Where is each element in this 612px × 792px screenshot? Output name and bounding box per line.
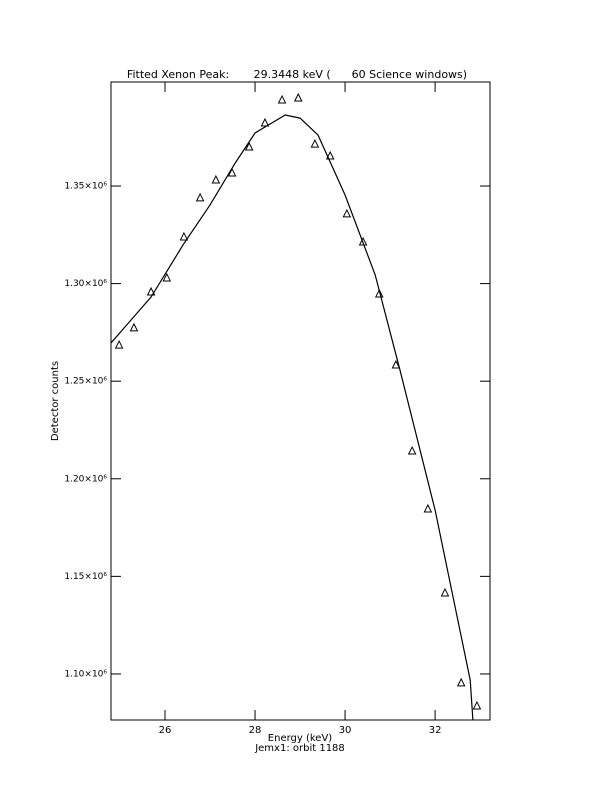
data-point — [244, 141, 254, 151]
data-point — [179, 231, 189, 241]
data-point — [227, 167, 237, 177]
data-point — [342, 208, 352, 218]
data-point — [440, 587, 450, 597]
x-axis-label: Energy (keV) — [268, 733, 333, 744]
data-point — [456, 677, 466, 687]
data-point — [423, 503, 433, 513]
y-tick-label: 1.15×10⁶ — [64, 572, 107, 582]
data-point — [407, 445, 417, 455]
x-tick-label: 28 — [249, 725, 262, 736]
subtitle: Jemx1: orbit 1188 — [254, 743, 345, 754]
data-point — [325, 150, 335, 160]
x-tick-label: 26 — [159, 725, 172, 736]
data-point — [260, 117, 270, 127]
data-point — [211, 174, 221, 184]
y-tick-label: 1.35×10⁶ — [64, 182, 107, 192]
plot-frame — [110, 81, 491, 721]
y-axis-label: Detector counts — [50, 361, 61, 441]
data-point — [146, 286, 156, 296]
data-point — [114, 339, 124, 349]
data-point — [391, 359, 401, 369]
chart-title: Fitted Xenon Peak: 29.3448 keV ( 60 Scie… — [127, 68, 467, 81]
data-point — [472, 700, 482, 710]
y-tick-label: 1.10×10⁶ — [64, 669, 107, 679]
data-point — [195, 192, 205, 202]
data-point — [277, 94, 287, 104]
data-point — [374, 288, 384, 298]
y-tick-label: 1.25×10⁶ — [64, 377, 107, 387]
x-tick-label: 30 — [339, 725, 352, 736]
data-point — [310, 138, 320, 148]
y-tick-label: 1.20×10⁶ — [64, 474, 107, 484]
y-tick-label: 1.30×10⁶ — [64, 279, 107, 289]
data-point — [129, 322, 139, 332]
fit-line — [110, 114, 474, 721]
data-point — [293, 92, 303, 102]
data-point — [162, 272, 172, 282]
x-tick-label: 32 — [429, 725, 442, 736]
data-point — [358, 236, 368, 246]
